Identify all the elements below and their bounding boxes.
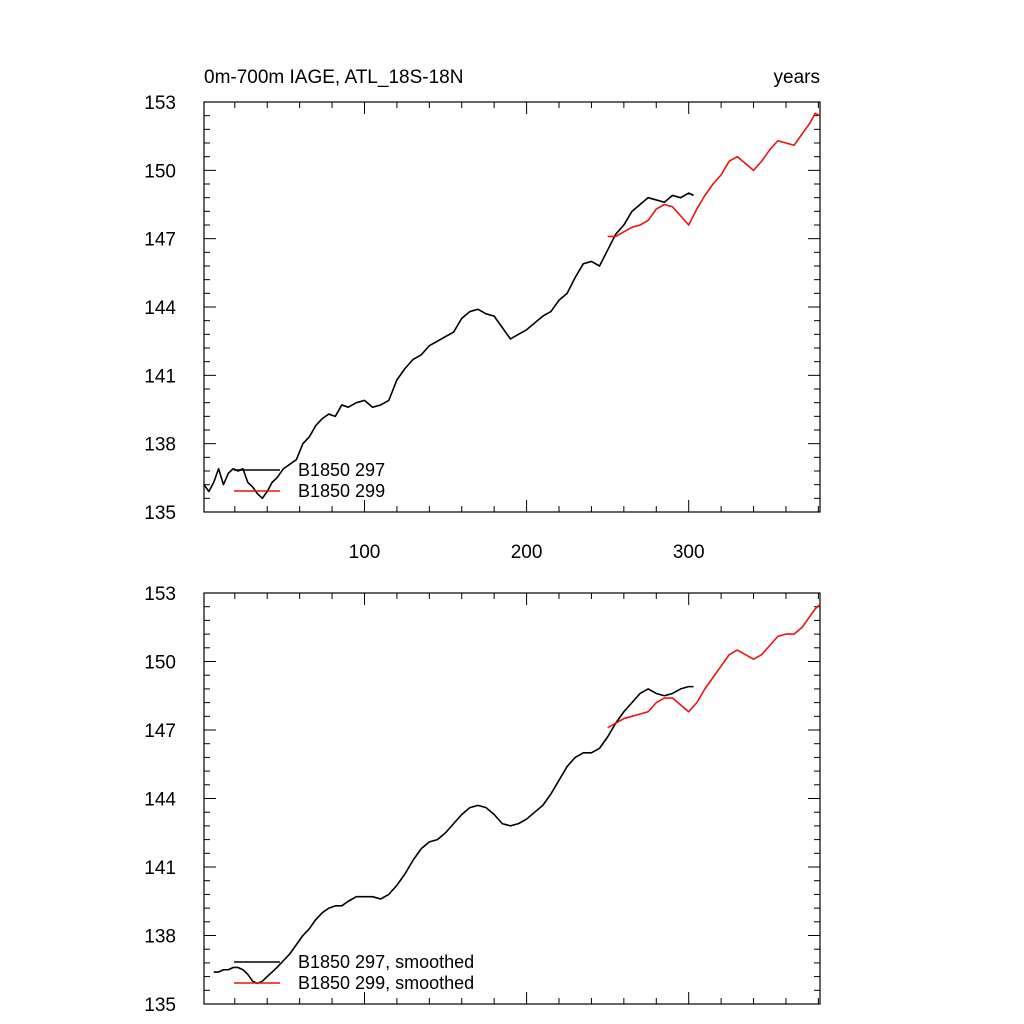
y-tick-label: 138 — [144, 435, 176, 456]
y-tick-label: 150 — [144, 653, 176, 674]
chart-title: 0m-700m IAGE, ATL_18S-18N — [204, 67, 463, 88]
legend-label-297: B1850 297, smoothed — [298, 952, 474, 972]
y-tick-label: 135 — [144, 503, 176, 524]
series-line-299 — [607, 603, 821, 729]
y-tick-label: 144 — [144, 298, 176, 319]
x-tick-label: 100 — [349, 542, 381, 563]
top-panel: 0m-700m IAGE, ATL_18S-18N years 135 138 14… — [144, 67, 821, 563]
bottom-panel: 135 138 141 144 147 150 153 B1850 297, smoothed… — [144, 584, 821, 1016]
legend-label-299: B1850 299 — [298, 481, 385, 501]
y-tick-label: 147 — [144, 230, 176, 251]
y-tick-label: 135 — [144, 995, 176, 1016]
y-tick-label: 153 — [144, 584, 176, 605]
x-tick-label: 200 — [511, 542, 543, 563]
series-line-299 — [607, 112, 821, 238]
plot-frame — [203, 592, 821, 1005]
legend-label-299: B1850 299, smoothed — [298, 973, 474, 993]
y-tick-label: 153 — [144, 93, 176, 114]
legend-label-297: B1850 297 — [298, 460, 385, 480]
series-line-297 — [213, 685, 694, 985]
y-tick-label: 150 — [144, 161, 176, 182]
y-tick-label: 141 — [144, 366, 176, 387]
y-tick-label: 138 — [144, 927, 176, 948]
y-tick-label: 141 — [144, 858, 176, 879]
series-line-297 — [203, 192, 694, 500]
y-tick-label: 147 — [144, 721, 176, 742]
x-tick-label: 300 — [673, 542, 705, 563]
units-label: years — [774, 67, 820, 88]
y-tick-label: 144 — [144, 790, 176, 811]
